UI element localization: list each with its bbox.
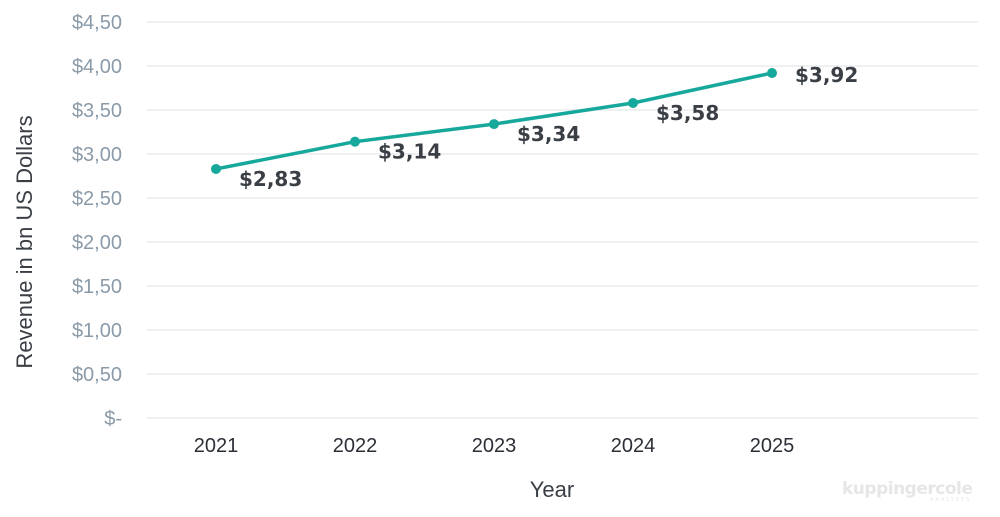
y-tick-label: $1,00 (72, 320, 122, 342)
y-tick-label: $3,00 (72, 144, 122, 166)
watermark-sub: ANALYSTS (930, 497, 971, 503)
revenue-series (211, 68, 777, 174)
data-point (767, 68, 777, 79)
data-label: $3,58 (656, 101, 719, 125)
data-label: $3,92 (795, 63, 858, 87)
y-tick-label: $1,50 (72, 276, 122, 298)
data-label: $2,83 (239, 167, 302, 191)
x-axis-ticks: 2021 2022 2023 2024 2025 (194, 435, 795, 457)
y-axis-title: Revenue in bn US Dollars (12, 115, 37, 368)
data-labels: $2,83 $3,14 $3,34 $3,58 $3,92 (239, 63, 858, 191)
data-point (489, 119, 499, 130)
x-tick-label: 2023 (472, 435, 517, 457)
x-tick-label: 2021 (194, 435, 239, 457)
data-label: $3,34 (517, 122, 580, 146)
watermark-brand: kuppingercole (842, 479, 972, 499)
y-axis-ticks: $- $0,50 $1,00 $1,50 $2,00 $2,50 $3,00 $3,50 $4,… (72, 12, 122, 430)
y-tick-label: $3,50 (72, 100, 122, 122)
y-tick-label: $0,50 (72, 364, 122, 386)
x-tick-label: 2025 (750, 435, 795, 457)
y-tick-label: $4,50 (72, 12, 122, 34)
data-label: $3,14 (378, 140, 441, 164)
x-tick-label: 2022 (333, 435, 378, 457)
y-tick-label: $2,50 (72, 188, 122, 210)
data-point (628, 97, 638, 108)
data-point (211, 163, 221, 174)
kuppingercole-logo: kuppingercole ANALYSTS (842, 479, 973, 503)
x-axis-title: Year (530, 477, 574, 502)
y-tick-label: $- (104, 408, 122, 430)
y-tick-label: $4,00 (72, 56, 122, 78)
data-point (350, 136, 360, 147)
x-tick-label: 2024 (611, 435, 656, 457)
y-tick-label: $2,00 (72, 232, 122, 254)
